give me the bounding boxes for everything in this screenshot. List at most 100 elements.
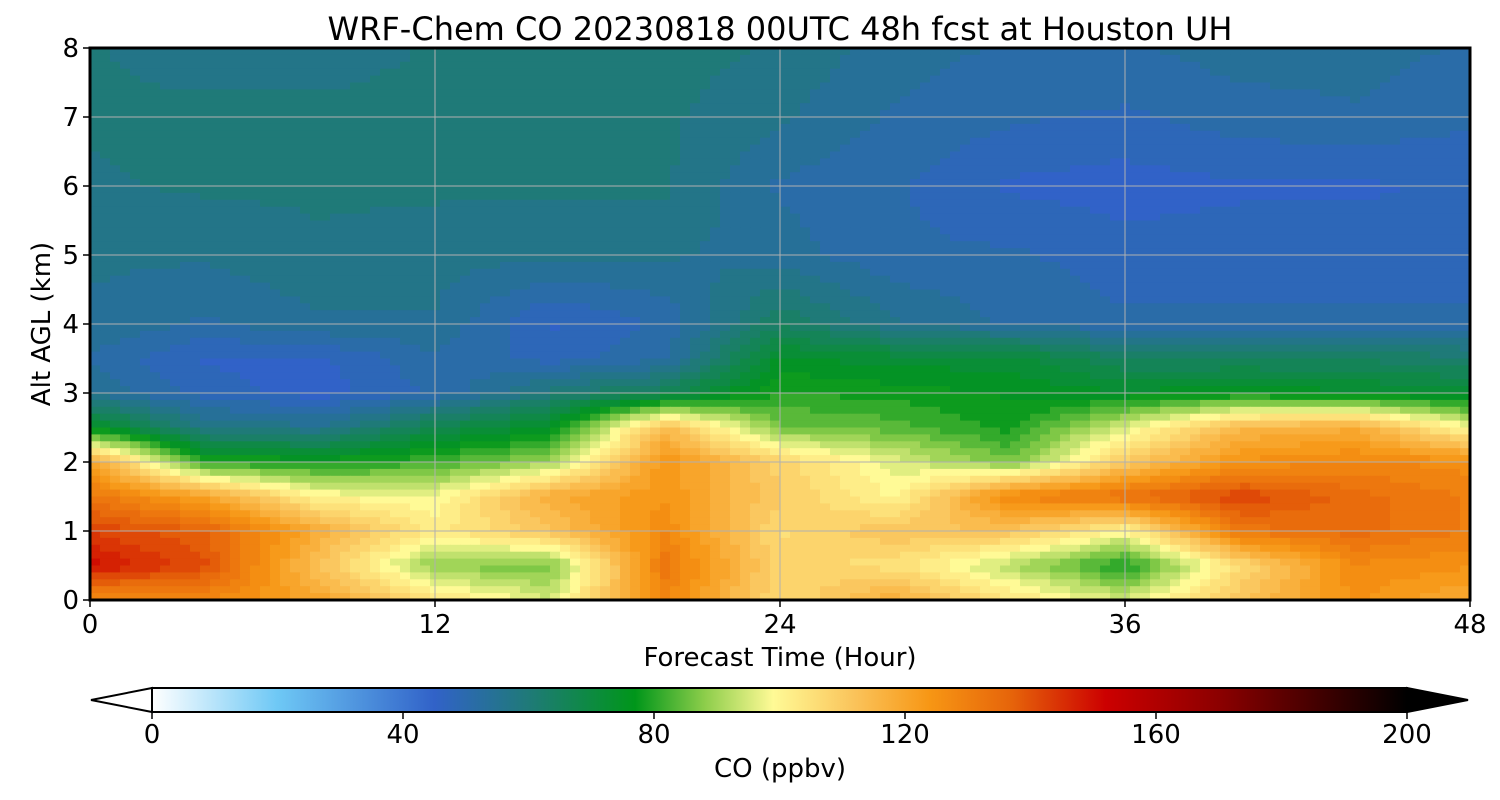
heatmap-cell: [760, 227, 771, 235]
heatmap-cell: [1300, 103, 1311, 111]
heatmap-cell: [1100, 206, 1111, 215]
heatmap-cell: [320, 96, 331, 104]
heatmap-cell: [450, 89, 461, 97]
heatmap-cell: [950, 206, 961, 215]
heatmap-cell: [490, 220, 501, 228]
heatmap-cell: [800, 261, 811, 270]
heatmap-cell: [300, 82, 311, 90]
heatmap-cell: [310, 289, 321, 297]
heatmap-cell: [190, 227, 201, 235]
heatmap-cell: [760, 158, 771, 166]
heatmap-cell: [120, 151, 131, 159]
heatmap-cell: [1290, 289, 1301, 297]
heatmap-cell: [910, 268, 921, 277]
heatmap-cell: [710, 179, 721, 187]
heatmap-cell: [360, 261, 371, 270]
heatmap-cell: [1240, 130, 1251, 139]
heatmap-cell: [290, 255, 301, 263]
heatmap-cell: [570, 261, 581, 270]
heatmap-cell: [920, 255, 931, 263]
heatmap-cell: [1020, 179, 1031, 187]
heatmap-cell: [1230, 96, 1241, 104]
heatmap-cell: [1450, 82, 1461, 90]
heatmap-cell: [1090, 241, 1101, 249]
heatmap-cell: [1390, 289, 1401, 297]
heatmap-cell: [380, 248, 391, 256]
heatmap-cell: [610, 255, 621, 263]
heatmap-cell: [970, 282, 981, 291]
heatmap-cell: [1080, 48, 1091, 56]
heatmap-cell: [1310, 199, 1321, 208]
heatmap-cell: [200, 137, 211, 146]
heatmap-cell: [1380, 117, 1391, 125]
heatmap-cell: [760, 172, 771, 180]
heatmap-cell: [250, 282, 261, 291]
heatmap-cell: [1010, 199, 1021, 208]
heatmap-cell: [1300, 117, 1311, 125]
heatmap-cell: [500, 234, 511, 242]
heatmap-cell: [600, 137, 611, 146]
heatmap-cell: [900, 213, 911, 222]
heatmap-cell: [900, 89, 911, 97]
heatmap-cell: [950, 255, 961, 263]
heatmap-cell: [580, 289, 591, 297]
heatmap-cell: [850, 261, 861, 270]
heatmap-cell: [670, 289, 681, 297]
heatmap-cell: [1400, 192, 1411, 201]
heatmap-cell: [630, 192, 641, 201]
heatmap-cell: [290, 172, 301, 180]
heatmap-cell: [1050, 130, 1061, 139]
heatmap-cell: [590, 234, 601, 242]
heatmap-cell: [490, 172, 501, 180]
heatmap-cell: [190, 54, 201, 63]
heatmap-cell: [90, 117, 101, 125]
heatmap-cell: [910, 68, 921, 77]
heatmap-cell: [460, 61, 471, 70]
heatmap-cell: [700, 192, 711, 201]
heatmap-cell: [1040, 227, 1051, 235]
heatmap-cell: [870, 82, 881, 90]
heatmap-cell: [1110, 248, 1121, 256]
heatmap-cell: [1460, 144, 1470, 153]
heatmap-cell: [780, 68, 791, 77]
heatmap-cell: [90, 192, 101, 201]
heatmap-cell: [1090, 123, 1101, 132]
heatmap-cell: [1180, 137, 1191, 146]
heatmap-cell: [1170, 206, 1181, 215]
heatmap-cell: [860, 172, 871, 180]
heatmap-cell: [280, 130, 291, 139]
heatmap-cell: [470, 130, 481, 139]
heatmap-cell: [130, 117, 141, 125]
heatmap-cell: [920, 206, 931, 215]
heatmap-cell: [830, 213, 841, 222]
heatmap-cell: [100, 151, 111, 159]
heatmap-cell: [1330, 261, 1341, 270]
heatmap-cell: [460, 255, 471, 263]
heatmap-cell: [1230, 110, 1241, 118]
heatmap-cell: [1070, 172, 1081, 180]
heatmap-cell: [1000, 261, 1011, 270]
heatmap-cell: [230, 68, 241, 77]
heatmap-cell: [1430, 234, 1441, 242]
heatmap-cell: [640, 82, 651, 90]
heatmap-cell: [1100, 130, 1111, 139]
heatmap-cell: [770, 220, 781, 228]
heatmap-cell: [850, 289, 861, 297]
heatmap-cell: [1080, 199, 1091, 208]
heatmap-cell: [1170, 123, 1181, 132]
heatmap-cell: [590, 227, 601, 235]
heatmap-cell: [310, 261, 321, 270]
heatmap-cell: [1160, 48, 1171, 56]
heatmap-cell: [460, 234, 471, 242]
heatmap-cell: [1180, 248, 1191, 256]
heatmap-cell: [1230, 158, 1241, 166]
heatmap-cell: [1350, 213, 1361, 222]
heatmap-cell: [540, 137, 551, 146]
heatmap-cell: [1340, 199, 1351, 208]
heatmap-cell: [340, 206, 351, 215]
heatmap-cell: [490, 282, 501, 291]
heatmap-cell: [1330, 172, 1341, 180]
heatmap-cell: [170, 213, 181, 222]
heatmap-cell: [1440, 255, 1451, 263]
heatmap-cell: [390, 261, 401, 270]
